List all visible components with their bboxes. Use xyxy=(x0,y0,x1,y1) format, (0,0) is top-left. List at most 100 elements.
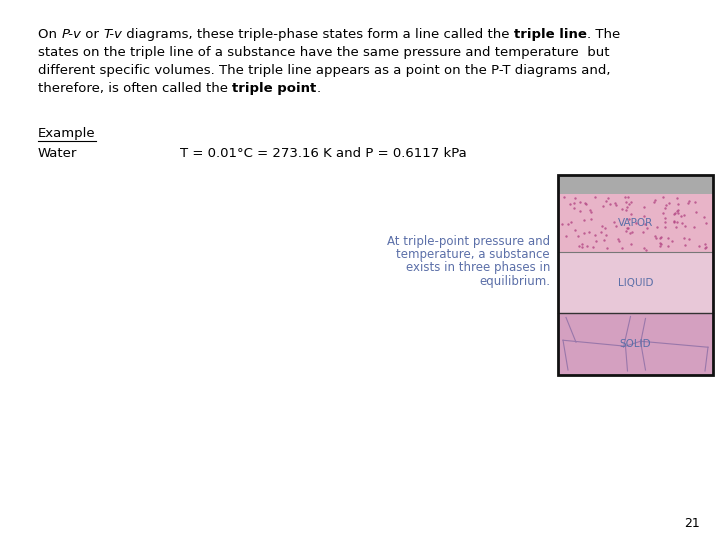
Point xyxy=(654,234,666,242)
Text: SOLID: SOLID xyxy=(620,339,652,349)
Text: 21: 21 xyxy=(684,517,700,530)
Point xyxy=(700,242,711,251)
Text: T-v: T-v xyxy=(103,28,122,41)
Point xyxy=(655,233,667,242)
Point xyxy=(588,242,599,251)
Point xyxy=(583,228,595,237)
Point xyxy=(668,218,680,227)
Point xyxy=(639,220,651,228)
Point xyxy=(600,244,612,252)
Point xyxy=(638,244,649,252)
Point xyxy=(578,215,590,224)
Point xyxy=(679,221,690,230)
Bar xyxy=(558,175,713,194)
Point xyxy=(625,210,636,218)
Text: or: or xyxy=(81,28,103,41)
Point xyxy=(564,200,575,208)
Point xyxy=(573,242,585,251)
Point xyxy=(638,202,649,211)
Point xyxy=(654,242,666,251)
Point xyxy=(642,224,653,232)
Point xyxy=(585,207,597,216)
Bar xyxy=(558,252,713,313)
Point xyxy=(626,240,637,248)
Point xyxy=(608,218,620,227)
Point xyxy=(562,220,573,228)
Point xyxy=(701,218,712,227)
Point xyxy=(672,208,683,217)
Point xyxy=(668,217,680,226)
Point xyxy=(622,193,634,201)
Point xyxy=(683,198,694,207)
Point xyxy=(576,243,588,252)
Bar xyxy=(558,194,713,252)
Text: Water: Water xyxy=(38,147,77,160)
Point xyxy=(624,215,635,224)
Point xyxy=(585,214,597,223)
Point xyxy=(597,201,608,210)
Point xyxy=(683,196,695,205)
Point xyxy=(650,233,662,242)
Point xyxy=(677,219,688,227)
Text: .: . xyxy=(317,82,320,95)
Point xyxy=(589,231,600,240)
Point xyxy=(557,219,568,228)
Text: T = 0.01°C = 273.16 K and P = 0.6117 kPa: T = 0.01°C = 273.16 K and P = 0.6117 kPa xyxy=(180,147,467,160)
Point xyxy=(578,229,590,238)
Point xyxy=(679,241,690,249)
Point xyxy=(590,237,602,245)
Point xyxy=(688,222,700,231)
Point xyxy=(672,199,684,208)
Point xyxy=(693,241,705,250)
Text: exists in three phases in: exists in three phases in xyxy=(405,261,550,274)
Point xyxy=(623,199,634,208)
Text: different specific volumes. The triple line appears as a point on the P-T diagra: different specific volumes. The triple l… xyxy=(38,64,611,77)
Point xyxy=(660,200,672,209)
Point xyxy=(596,221,608,230)
Text: P-v: P-v xyxy=(61,28,81,41)
Text: Example: Example xyxy=(38,127,96,140)
Point xyxy=(669,210,680,218)
Point xyxy=(638,227,649,236)
Point xyxy=(672,206,684,214)
Point xyxy=(616,244,627,253)
Point xyxy=(649,198,660,206)
Point xyxy=(683,235,694,244)
Point xyxy=(660,218,671,227)
Point xyxy=(678,234,690,242)
Point xyxy=(569,204,580,213)
Point xyxy=(568,198,580,207)
Point xyxy=(649,196,661,205)
Point xyxy=(657,209,668,218)
Point xyxy=(611,221,622,230)
Text: triple point: triple point xyxy=(233,82,317,95)
Point xyxy=(699,240,711,248)
Point xyxy=(700,243,711,252)
Point xyxy=(611,201,622,210)
Point xyxy=(671,207,683,216)
Point xyxy=(599,224,611,233)
Point xyxy=(616,205,628,213)
Point xyxy=(621,202,633,211)
Point xyxy=(662,241,674,250)
Point xyxy=(690,198,701,206)
Point xyxy=(669,209,680,218)
Point xyxy=(651,223,662,232)
Point xyxy=(649,232,661,240)
Point xyxy=(609,199,621,207)
Point xyxy=(671,217,683,226)
Point xyxy=(559,192,570,201)
Point xyxy=(666,236,678,245)
Point xyxy=(672,194,683,202)
Point xyxy=(600,197,612,205)
Text: . The: . The xyxy=(587,28,620,41)
Point xyxy=(575,197,586,206)
Point xyxy=(580,199,592,208)
Point xyxy=(630,219,642,228)
Point xyxy=(663,199,675,207)
Point xyxy=(621,227,632,235)
Point xyxy=(584,206,595,215)
Point xyxy=(564,218,576,226)
Point xyxy=(582,242,593,251)
Point xyxy=(570,194,581,202)
